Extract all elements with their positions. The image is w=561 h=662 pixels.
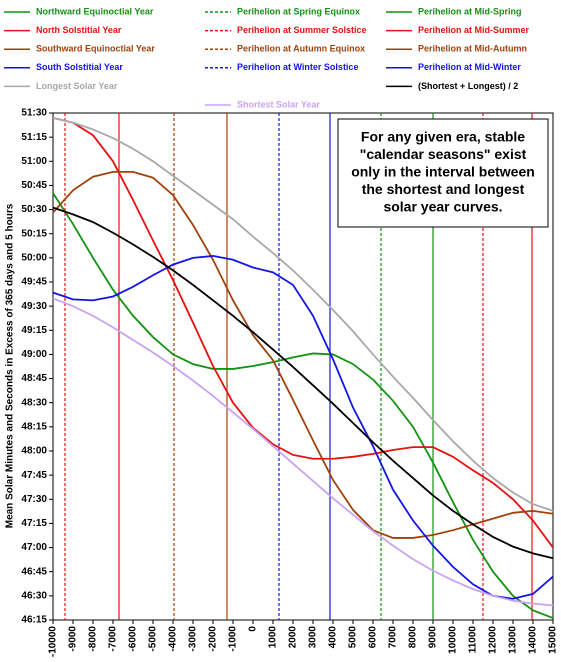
- series-line: [52, 297, 554, 607]
- x-tick-label: 7000: [388, 626, 399, 649]
- x-tick-label: 6000: [368, 626, 379, 649]
- x-tick-label: 13000: [508, 626, 519, 654]
- y-axis-label: Mean Solar Minutes and Seconds in Excess…: [5, 203, 16, 528]
- y-tick-label: 46:15: [21, 615, 47, 626]
- legend-label: Perihelion at Autumn Equinox: [237, 44, 365, 54]
- y-tick-label: 49:30: [21, 301, 47, 312]
- legend-label: Perihelion at Summer Solstice: [237, 25, 367, 35]
- y-tick-label: 48:45: [21, 373, 47, 384]
- y-tick-label: 48:00: [21, 446, 47, 457]
- legend-label: Northward Equinoctial Year: [36, 6, 154, 16]
- x-tick-label: 3000: [308, 626, 319, 649]
- x-tick-label: 10000: [448, 626, 459, 654]
- legend-label: Perihelion at Winter Solstice: [237, 62, 358, 72]
- x-tick-label: 2000: [288, 626, 299, 649]
- legend-label: Perihelion at Spring Equinox: [237, 6, 360, 16]
- annotation-text: the shortest and longest: [362, 181, 525, 197]
- legend-label: (Shortest + Longest) / 2: [418, 81, 518, 91]
- legend-label: North Solstitial Year: [36, 25, 122, 35]
- y-tick-label: 51:15: [21, 132, 47, 143]
- legend-label: Longest Solar Year: [36, 81, 118, 91]
- series-line: [52, 255, 554, 600]
- y-tick-label: 50:45: [21, 180, 47, 191]
- x-tick-label: 1000: [268, 626, 279, 649]
- x-tick-label: -10000: [48, 626, 59, 658]
- series-line: [52, 116, 554, 512]
- y-tick-label: 49:00: [21, 349, 47, 360]
- x-tick-label: 11000: [468, 626, 479, 654]
- y-tick-label: 46:30: [21, 590, 47, 601]
- x-tick-label: 12000: [488, 626, 499, 654]
- y-tick-label: 48:15: [21, 421, 47, 432]
- legend-label: Perihelion at Mid-Summer: [418, 25, 530, 35]
- x-tick-label: 4000: [328, 626, 339, 649]
- annotation-text: "calendar seasons" exist: [360, 146, 527, 162]
- y-tick-label: 51:30: [21, 108, 47, 119]
- annotation-text: solar year curves.: [383, 199, 502, 215]
- y-tick-label: 49:45: [21, 277, 47, 288]
- x-tick-label: -7000: [108, 626, 119, 652]
- legend-label: Shortest Solar Year: [237, 99, 320, 109]
- series-line: [52, 171, 554, 539]
- series-line: [52, 206, 554, 560]
- x-tick-label: -5000: [148, 626, 159, 652]
- x-tick-label: 9000: [428, 626, 439, 649]
- legend-label: Perihelion at Mid-Winter: [418, 62, 521, 72]
- legend-label: Southward Equinoctial Year: [36, 44, 155, 54]
- y-tick-label: 46:45: [21, 566, 47, 577]
- x-tick-label: -4000: [168, 626, 179, 652]
- y-tick-label: 47:45: [21, 470, 47, 481]
- series-line: [52, 192, 554, 619]
- x-tick-label: 8000: [408, 626, 419, 649]
- x-tick-label: 14000: [528, 626, 539, 654]
- y-tick-label: 47:30: [21, 494, 47, 505]
- legend-label: Perihelion at Mid-Spring: [418, 6, 522, 16]
- x-tick-label: -3000: [188, 626, 199, 652]
- y-tick-label: 49:15: [21, 325, 47, 336]
- y-tick-label: 50:30: [21, 204, 47, 215]
- x-tick-label: -6000: [128, 626, 139, 652]
- x-tick-label: -1000: [228, 626, 239, 652]
- x-tick-label: -8000: [88, 626, 99, 652]
- legend-label: Perihelion at Mid-Autumn: [418, 44, 527, 54]
- y-tick-label: 50:15: [21, 228, 47, 239]
- y-tick-label: 47:00: [21, 542, 47, 553]
- y-tick-label: 51:00: [21, 156, 47, 167]
- x-tick-label: 0: [248, 626, 259, 632]
- x-tick-label: -9000: [68, 626, 79, 652]
- annotation-text: For any given era, stable: [361, 129, 525, 145]
- y-tick-label: 47:15: [21, 518, 47, 529]
- annotation-text: only in the interval between: [351, 164, 535, 180]
- x-tick-label: 5000: [348, 626, 359, 649]
- x-tick-label: 15000: [548, 626, 559, 654]
- legend-label: South Solstitial Year: [36, 62, 123, 72]
- series-line: [52, 116, 554, 549]
- x-tick-label: -2000: [208, 626, 219, 652]
- annotation-box: [337, 118, 549, 228]
- y-tick-label: 50:00: [21, 252, 47, 263]
- y-tick-label: 48:30: [21, 397, 47, 408]
